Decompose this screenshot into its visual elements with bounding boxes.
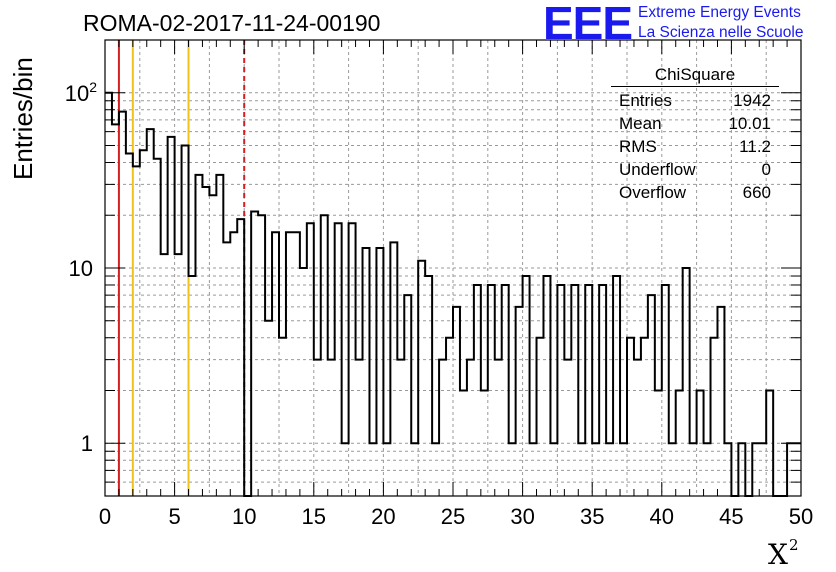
y-tick-label: 1: [81, 431, 93, 456]
stats-value: 10.01: [728, 114, 771, 133]
x-axis-label: X2: [768, 536, 799, 571]
x-tick-label: 10: [232, 504, 256, 529]
stats-row-underflow: Underflow 0: [611, 158, 779, 181]
chart-title: ROMA-02-2017-11-24-00190: [83, 10, 381, 36]
stats-box: ChiSquare Entries 1942 Mean 10.01 RMS 11.2 …: [611, 65, 779, 204]
x-tick-label: 25: [441, 504, 465, 529]
stats-header: ChiSquare: [611, 65, 779, 87]
stats-value: 660: [742, 183, 771, 202]
x-tick-label: 45: [719, 504, 743, 529]
x-tick-label: 20: [371, 504, 395, 529]
x-tick-label: 30: [510, 504, 534, 529]
stats-label: Underflow: [619, 160, 696, 179]
stats-label: Mean: [619, 114, 662, 133]
stats-value: 11.2: [739, 137, 771, 156]
eee-logo: EEE: [543, 0, 633, 49]
stats-row-entries: Entries 1942: [611, 89, 779, 112]
stats-row-overflow: Overflow 660: [611, 181, 779, 204]
stats-value: 1942: [733, 91, 771, 110]
x-tick-label: 0: [99, 504, 111, 529]
x-tick-label: 50: [789, 504, 813, 529]
stats-row-mean: Mean 10.01: [611, 112, 779, 135]
stats-value: 0: [761, 160, 771, 179]
x-tick-label: 5: [168, 504, 180, 529]
histogram-series: [105, 91, 801, 497]
stats-label: Overflow: [619, 183, 687, 202]
y-tick-label: 102: [65, 79, 97, 106]
logo-line-2: La Scienza nelle Scuole: [638, 24, 804, 41]
stats-label: RMS: [619, 137, 657, 156]
x-tick-label: 40: [650, 504, 674, 529]
stats-row-rms: RMS 11.2: [611, 135, 779, 158]
logo-line-1: Extreme Energy Events: [638, 4, 801, 21]
x-tick-label: 15: [302, 504, 326, 529]
x-tick-label: 35: [580, 504, 604, 529]
stats-label: Entries: [619, 91, 672, 110]
y-tick-label: 10: [69, 256, 93, 281]
